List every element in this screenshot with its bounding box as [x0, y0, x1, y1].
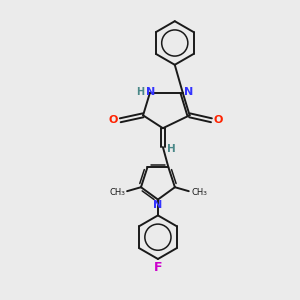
Text: H: H — [167, 144, 176, 154]
Text: 3: 3 — [202, 191, 207, 196]
Text: H: H — [136, 86, 144, 97]
Text: N: N — [146, 86, 156, 97]
Text: 3: 3 — [120, 191, 124, 196]
Text: CH: CH — [109, 188, 121, 197]
Text: O: O — [109, 115, 118, 125]
Text: N: N — [184, 86, 193, 97]
Text: F: F — [154, 261, 162, 274]
Text: CH: CH — [191, 188, 204, 197]
Text: O: O — [214, 115, 223, 125]
Text: N: N — [153, 200, 163, 211]
